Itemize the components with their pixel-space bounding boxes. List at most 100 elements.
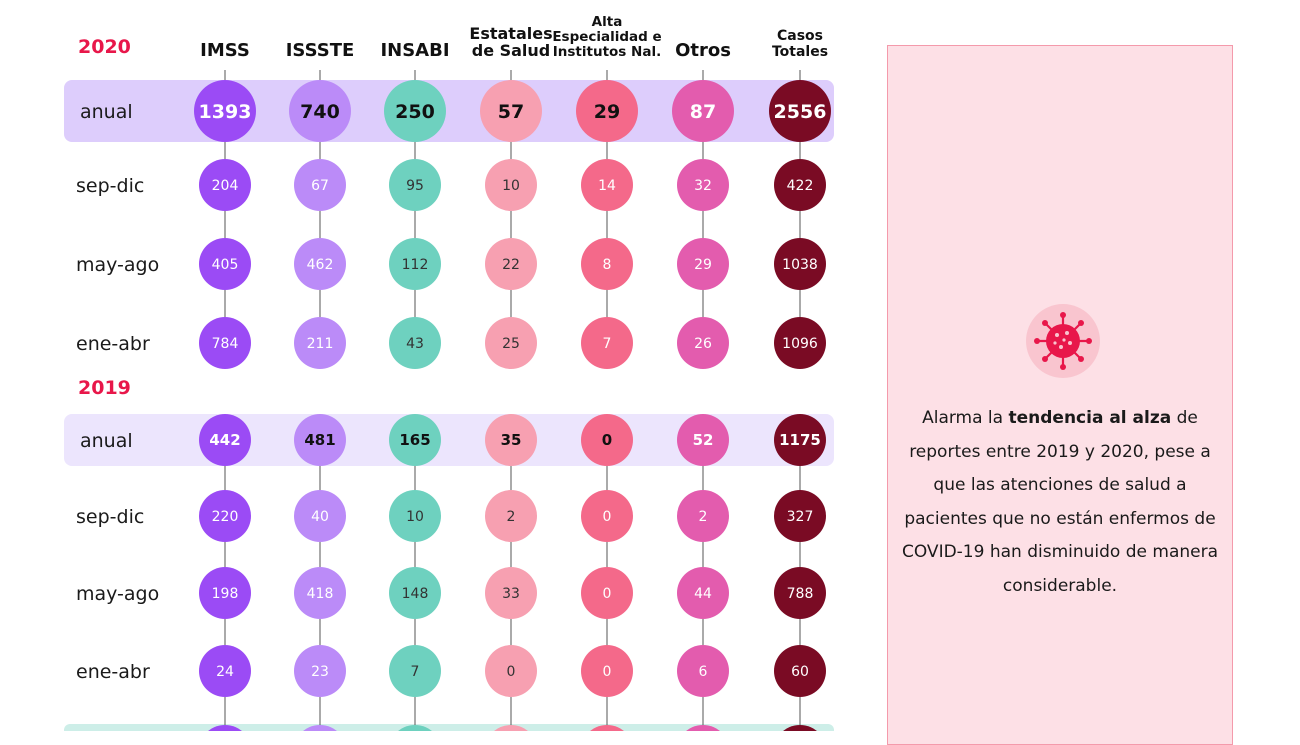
- value-alta-2020-anual: 29: [594, 101, 620, 123]
- row-label-2019-sep-dic: sep-dic: [76, 506, 144, 528]
- value-alta-2020-may-ago: 8: [603, 257, 612, 273]
- value-imss-2020-sep-dic: 204: [212, 178, 239, 194]
- dot-otros-2020-ene-abr: [677, 317, 729, 369]
- dot-issste-2019-ene-abr: [294, 645, 346, 697]
- value-otros-2020-may-ago: 29: [694, 257, 712, 273]
- value-totales-2020-may-ago: 1038: [782, 257, 818, 273]
- next-year-dot-otros: [686, 725, 720, 731]
- row-label-2020-may-ago: may-ago: [76, 254, 159, 276]
- value-estatales-2020-may-ago: 22: [502, 257, 520, 273]
- dot-totales-2020-may-ago: [774, 238, 826, 290]
- value-issste-2019-sep-dic: 40: [311, 509, 329, 525]
- dot-issste-2020-sep-dic: [294, 159, 346, 211]
- dot-estatales-2019-anual: [485, 414, 537, 466]
- dot-estatales-2019-ene-abr: [485, 645, 537, 697]
- dot-insabi-2020-sep-dic: [389, 159, 441, 211]
- dot-alta-2020-ene-abr: [581, 317, 633, 369]
- value-imss-2019-anual: 442: [209, 431, 240, 449]
- value-estatales-2020-ene-abr: 25: [502, 336, 520, 352]
- value-estatales-2019-anual: 35: [501, 431, 522, 449]
- value-alta-2020-sep-dic: 14: [598, 178, 616, 194]
- value-insabi-2019-ene-abr: 7: [411, 664, 420, 680]
- value-alta-2019-anual: 0: [602, 431, 612, 449]
- panel-text: Alarma la tendencia al alza de reportes …: [900, 402, 1220, 603]
- value-otros-2019-sep-dic: 2: [699, 509, 708, 525]
- dot-issste-2019-may-ago: [294, 567, 346, 619]
- year-label-2020: 2020: [78, 36, 131, 58]
- value-insabi-2020-sep-dic: 95: [406, 178, 424, 194]
- value-issste-2019-may-ago: 418: [307, 586, 334, 602]
- next-year-band: [64, 724, 834, 731]
- row-label-2020-sep-dic: sep-dic: [76, 175, 144, 197]
- column-header-alta-line-2: Especialidad e: [552, 29, 661, 45]
- row-label-2019-may-ago: may-ago: [76, 583, 159, 605]
- dot-otros-2019-may-ago: [677, 567, 729, 619]
- dot-alta-2020-may-ago: [581, 238, 633, 290]
- value-insabi-2019-sep-dic: 10: [406, 509, 424, 525]
- value-issste-2020-anual: 740: [300, 101, 340, 123]
- dot-insabi-2019-sep-dic: [389, 490, 441, 542]
- virus-icon: [1026, 304, 1100, 378]
- next-year-dot-imss: [208, 725, 242, 731]
- value-insabi-2020-ene-abr: 43: [406, 336, 424, 352]
- value-totales-2020-sep-dic: 422: [787, 178, 814, 194]
- column-header-insabi-line-1: INSABI: [380, 40, 449, 61]
- column-header-otros-line-1: Otros: [675, 40, 731, 61]
- panel-text-after: de reportes entre 2019 y 2020, pese a qu…: [901, 408, 1219, 596]
- row-label-2019-anual: anual: [80, 430, 133, 452]
- value-issste-2020-may-ago: 462: [307, 257, 334, 273]
- column-header-totales-line-1: Casos: [777, 28, 823, 44]
- dot-alta-2020-anual: [576, 80, 638, 142]
- next-year-dot-insabi: [398, 725, 432, 731]
- dot-alta-2019-anual: [581, 414, 633, 466]
- next-year-dot-estatales: [494, 725, 528, 731]
- dot-estatales-2020-ene-abr: [485, 317, 537, 369]
- dot-imss-2019-may-ago: [199, 567, 251, 619]
- value-otros-2019-ene-abr: 6: [699, 664, 708, 680]
- dot-alta-2019-ene-abr: [581, 645, 633, 697]
- dot-imss-2020-sep-dic: [199, 159, 251, 211]
- value-totales-2019-anual: 1175: [779, 431, 821, 449]
- dot-issste-2020-may-ago: [294, 238, 346, 290]
- dot-totales-2020-sep-dic: [774, 159, 826, 211]
- value-insabi-2019-may-ago: 148: [402, 586, 429, 602]
- dot-insabi-2020-anual: [384, 80, 446, 142]
- value-otros-2019-anual: 52: [693, 431, 714, 449]
- column-header-totales-line-2: Totales: [772, 44, 828, 60]
- dot-estatales-2019-sep-dic: [485, 490, 537, 542]
- dot-otros-2020-anual: [672, 80, 734, 142]
- column-header-imss-line-1: IMSS: [200, 40, 250, 61]
- next-year-dot-alta: [590, 725, 624, 731]
- column-header-estatales-line-2: de Salud: [472, 41, 551, 60]
- dot-imss-2019-ene-abr: [199, 645, 251, 697]
- row-label-2019-ene-abr: ene-abr: [76, 661, 150, 683]
- value-otros-2019-may-ago: 44: [694, 586, 712, 602]
- dot-imss-2020-ene-abr: [199, 317, 251, 369]
- dot-estatales-2020-sep-dic: [485, 159, 537, 211]
- value-estatales-2019-ene-abr: 0: [507, 664, 516, 680]
- dot-issste-2019-anual: [294, 414, 346, 466]
- dot-insabi-2019-anual: [389, 414, 441, 466]
- dot-otros-2019-anual: [677, 414, 729, 466]
- summary-band-2020: [64, 80, 834, 142]
- row-label-2020-anual: anual: [80, 101, 133, 123]
- dot-otros-2019-ene-abr: [677, 645, 729, 697]
- column-header-issste-line-1: ISSSTE: [286, 40, 355, 61]
- dot-otros-2019-sep-dic: [677, 490, 729, 542]
- value-insabi-2019-anual: 165: [399, 431, 430, 449]
- dot-estatales-2020-may-ago: [485, 238, 537, 290]
- column-header-estatales-line-1: Estatales: [469, 24, 552, 43]
- dot-imss-2020-anual: [194, 80, 256, 142]
- dot-totales-2019-ene-abr: [774, 645, 826, 697]
- next-year-dot-totales: [783, 725, 817, 731]
- dot-otros-2020-may-ago: [677, 238, 729, 290]
- dot-alta-2019-may-ago: [581, 567, 633, 619]
- column-header-alta-line-1: Alta: [592, 14, 623, 30]
- value-totales-2019-ene-abr: 60: [791, 664, 809, 680]
- dot-estatales-2020-anual: [480, 80, 542, 142]
- value-imss-2019-may-ago: 198: [212, 586, 239, 602]
- dot-otros-2020-sep-dic: [677, 159, 729, 211]
- dot-totales-2019-anual: [774, 414, 826, 466]
- value-insabi-2020-may-ago: 112: [402, 257, 429, 273]
- value-issste-2019-anual: 481: [304, 431, 335, 449]
